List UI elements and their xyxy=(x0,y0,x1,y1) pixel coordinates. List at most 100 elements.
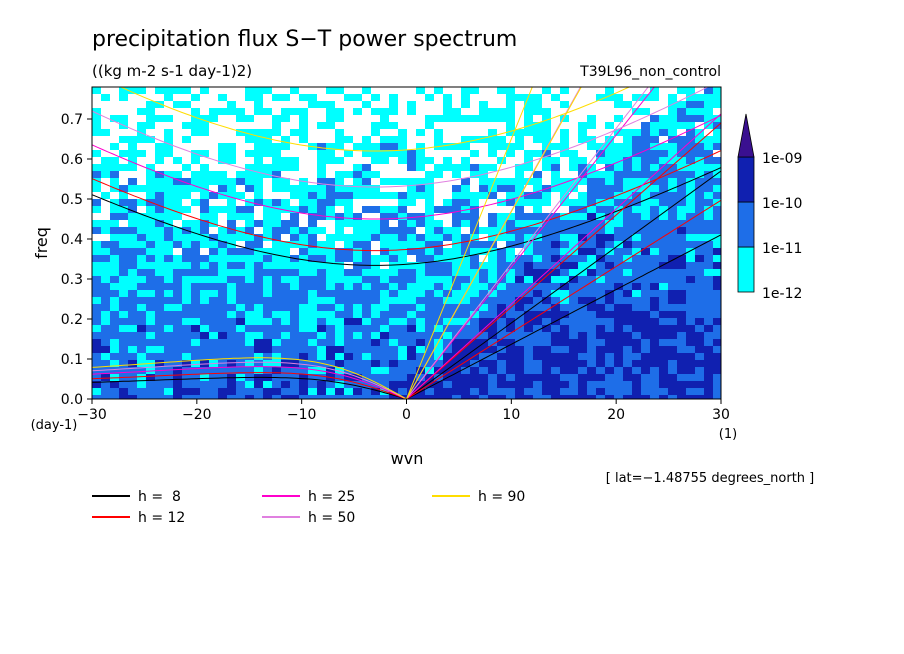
spectrum-cell xyxy=(542,283,552,291)
spectrum-cell xyxy=(704,206,714,214)
spectrum-cell xyxy=(668,297,678,305)
spectrum-cell xyxy=(668,220,678,228)
spectrum-cell xyxy=(119,290,129,298)
spectrum-cell xyxy=(515,304,525,312)
spectrum-cell xyxy=(695,213,705,221)
spectrum-cell xyxy=(587,374,597,382)
spectrum-cell xyxy=(524,87,534,95)
spectrum-cell xyxy=(632,206,642,214)
spectrum-cell xyxy=(560,290,570,298)
spectrum-cell xyxy=(101,269,111,277)
spectrum-cell xyxy=(299,185,309,193)
spectrum-cell xyxy=(533,262,543,270)
spectrum-cell xyxy=(533,255,543,263)
spectrum-cell xyxy=(137,199,147,207)
spectrum-cell xyxy=(92,255,102,263)
spectrum-cell xyxy=(344,318,354,326)
spectrum-cell xyxy=(587,122,597,130)
spectrum-cell xyxy=(173,94,183,102)
spectrum-cell xyxy=(587,248,597,256)
spectrum-cell xyxy=(173,136,183,144)
spectrum-cell xyxy=(686,143,696,151)
spectrum-cell xyxy=(227,122,237,130)
spectrum-cell xyxy=(308,332,318,340)
spectrum-cell xyxy=(101,143,111,151)
spectrum-cell xyxy=(353,353,363,361)
spectrum-cell xyxy=(704,255,714,263)
spectrum-cell xyxy=(263,381,273,389)
spectrum-cell xyxy=(92,269,102,277)
spectrum-cell xyxy=(326,367,336,375)
spectrum-cell xyxy=(515,227,525,235)
spectrum-cell xyxy=(434,269,444,277)
spectrum-cell xyxy=(128,381,138,389)
spectrum-cell xyxy=(641,283,651,291)
spectrum-cell xyxy=(650,388,660,396)
spectrum-cell xyxy=(695,199,705,207)
spectrum-cell xyxy=(137,367,147,375)
spectrum-cell xyxy=(452,227,462,235)
spectrum-cell xyxy=(641,269,651,277)
spectrum-cell xyxy=(425,276,435,284)
spectrum-cell xyxy=(155,227,165,235)
spectrum-cell xyxy=(677,367,687,375)
spectrum-cell xyxy=(641,388,651,396)
spectrum-cell xyxy=(569,318,579,326)
spectrum-cell xyxy=(128,248,138,256)
spectrum-cell xyxy=(272,136,282,144)
spectrum-cell xyxy=(209,164,219,172)
spectrum-cell xyxy=(299,318,309,326)
spectrum-cell xyxy=(614,276,624,284)
spectrum-cell xyxy=(416,108,426,116)
spectrum-cell xyxy=(353,269,363,277)
spectrum-cell xyxy=(209,262,219,270)
spectrum-cell xyxy=(380,129,390,137)
spectrum-cell xyxy=(227,115,237,123)
spectrum-cell xyxy=(146,304,156,312)
spectrum-cell xyxy=(569,129,579,137)
spectrum-cell xyxy=(335,178,345,186)
spectrum-cell xyxy=(479,206,489,214)
spectrum-cell xyxy=(290,213,300,221)
spectrum-cell xyxy=(614,199,624,207)
colorbar-arrow xyxy=(737,113,755,158)
spectrum-cell xyxy=(560,304,570,312)
spectrum-cell xyxy=(308,220,318,228)
spectrum-cell xyxy=(281,94,291,102)
spectrum-cell xyxy=(272,304,282,312)
spectrum-cell xyxy=(560,262,570,270)
spectrum-cell xyxy=(182,108,192,116)
spectrum-cell xyxy=(488,388,498,396)
spectrum-cell xyxy=(236,178,246,186)
spectrum-cell xyxy=(623,318,633,326)
spectrum-cell xyxy=(92,276,102,284)
spectrum-cell xyxy=(128,374,138,382)
spectrum-cell xyxy=(110,87,120,95)
spectrum-cell xyxy=(290,234,300,242)
spectrum-cell xyxy=(623,374,633,382)
spectrum-cell xyxy=(362,94,372,102)
spectrum-cell xyxy=(281,241,291,249)
spectrum-cell xyxy=(641,122,651,130)
spectrum-cell xyxy=(416,220,426,228)
spectrum-cell xyxy=(101,339,111,347)
spectrum-cell xyxy=(704,94,714,102)
spectrum-cell xyxy=(371,199,381,207)
spectrum-cell xyxy=(569,157,579,165)
spectrum-cell xyxy=(407,311,417,319)
spectrum-cell xyxy=(650,283,660,291)
spectrum-cell xyxy=(713,192,721,200)
spectrum-cell xyxy=(479,199,489,207)
spectrum-cell xyxy=(587,164,597,172)
spectrum-cell xyxy=(605,150,615,158)
spectrum-cell xyxy=(263,129,273,137)
spectrum-cell xyxy=(353,164,363,172)
spectrum-cell xyxy=(218,367,228,375)
spectrum-cell xyxy=(560,150,570,158)
spectrum-cell xyxy=(506,381,516,389)
spectrum-cell xyxy=(497,304,507,312)
spectrum-cell xyxy=(281,283,291,291)
spectrum-cell xyxy=(200,136,210,144)
spectrum-cell xyxy=(110,150,120,158)
spectrum-cell xyxy=(128,157,138,165)
